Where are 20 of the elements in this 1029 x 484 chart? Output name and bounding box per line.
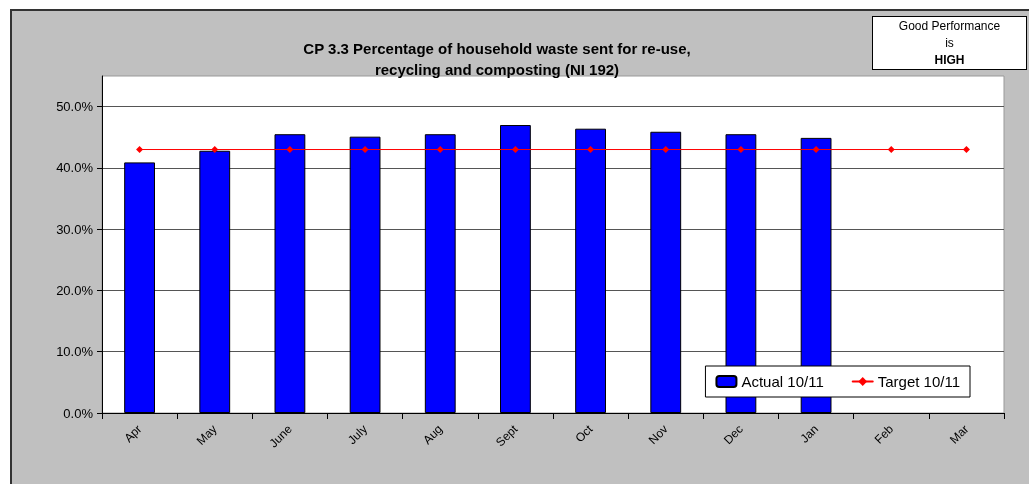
x-tick-label: Jan [797,422,822,446]
x-tick-label: Mar [946,422,972,447]
y-tick-label: 20.0% [56,282,94,298]
legend-label: Actual 10/11 [741,373,824,390]
x-tick-label: Nov [645,422,671,448]
x-tick-label: Oct [572,421,596,446]
chart-title: CP 3.3 Percentage of household waste sent for re-use, recycling and composting (NI 192) [303,40,691,78]
legend-label: Target 10/11 [877,373,960,390]
x-tick-label: Apr [121,422,145,446]
y-tick-label: 10.0% [56,344,94,360]
x-tick-label: Aug [420,422,446,448]
y-tick-label: 0.0% [63,405,94,421]
y-tick-label: 30.0% [56,221,94,237]
x-tick-label: Dec [720,422,746,448]
text: Good Performance is HIGH [873,18,1026,69]
y-tick-label: 50.0% [56,99,94,115]
x-tick-label: May [193,422,220,448]
x-tick-label: July [345,422,371,448]
x-tick-label: Feb [871,421,897,447]
y-tick-label: 40.0% [56,160,94,176]
